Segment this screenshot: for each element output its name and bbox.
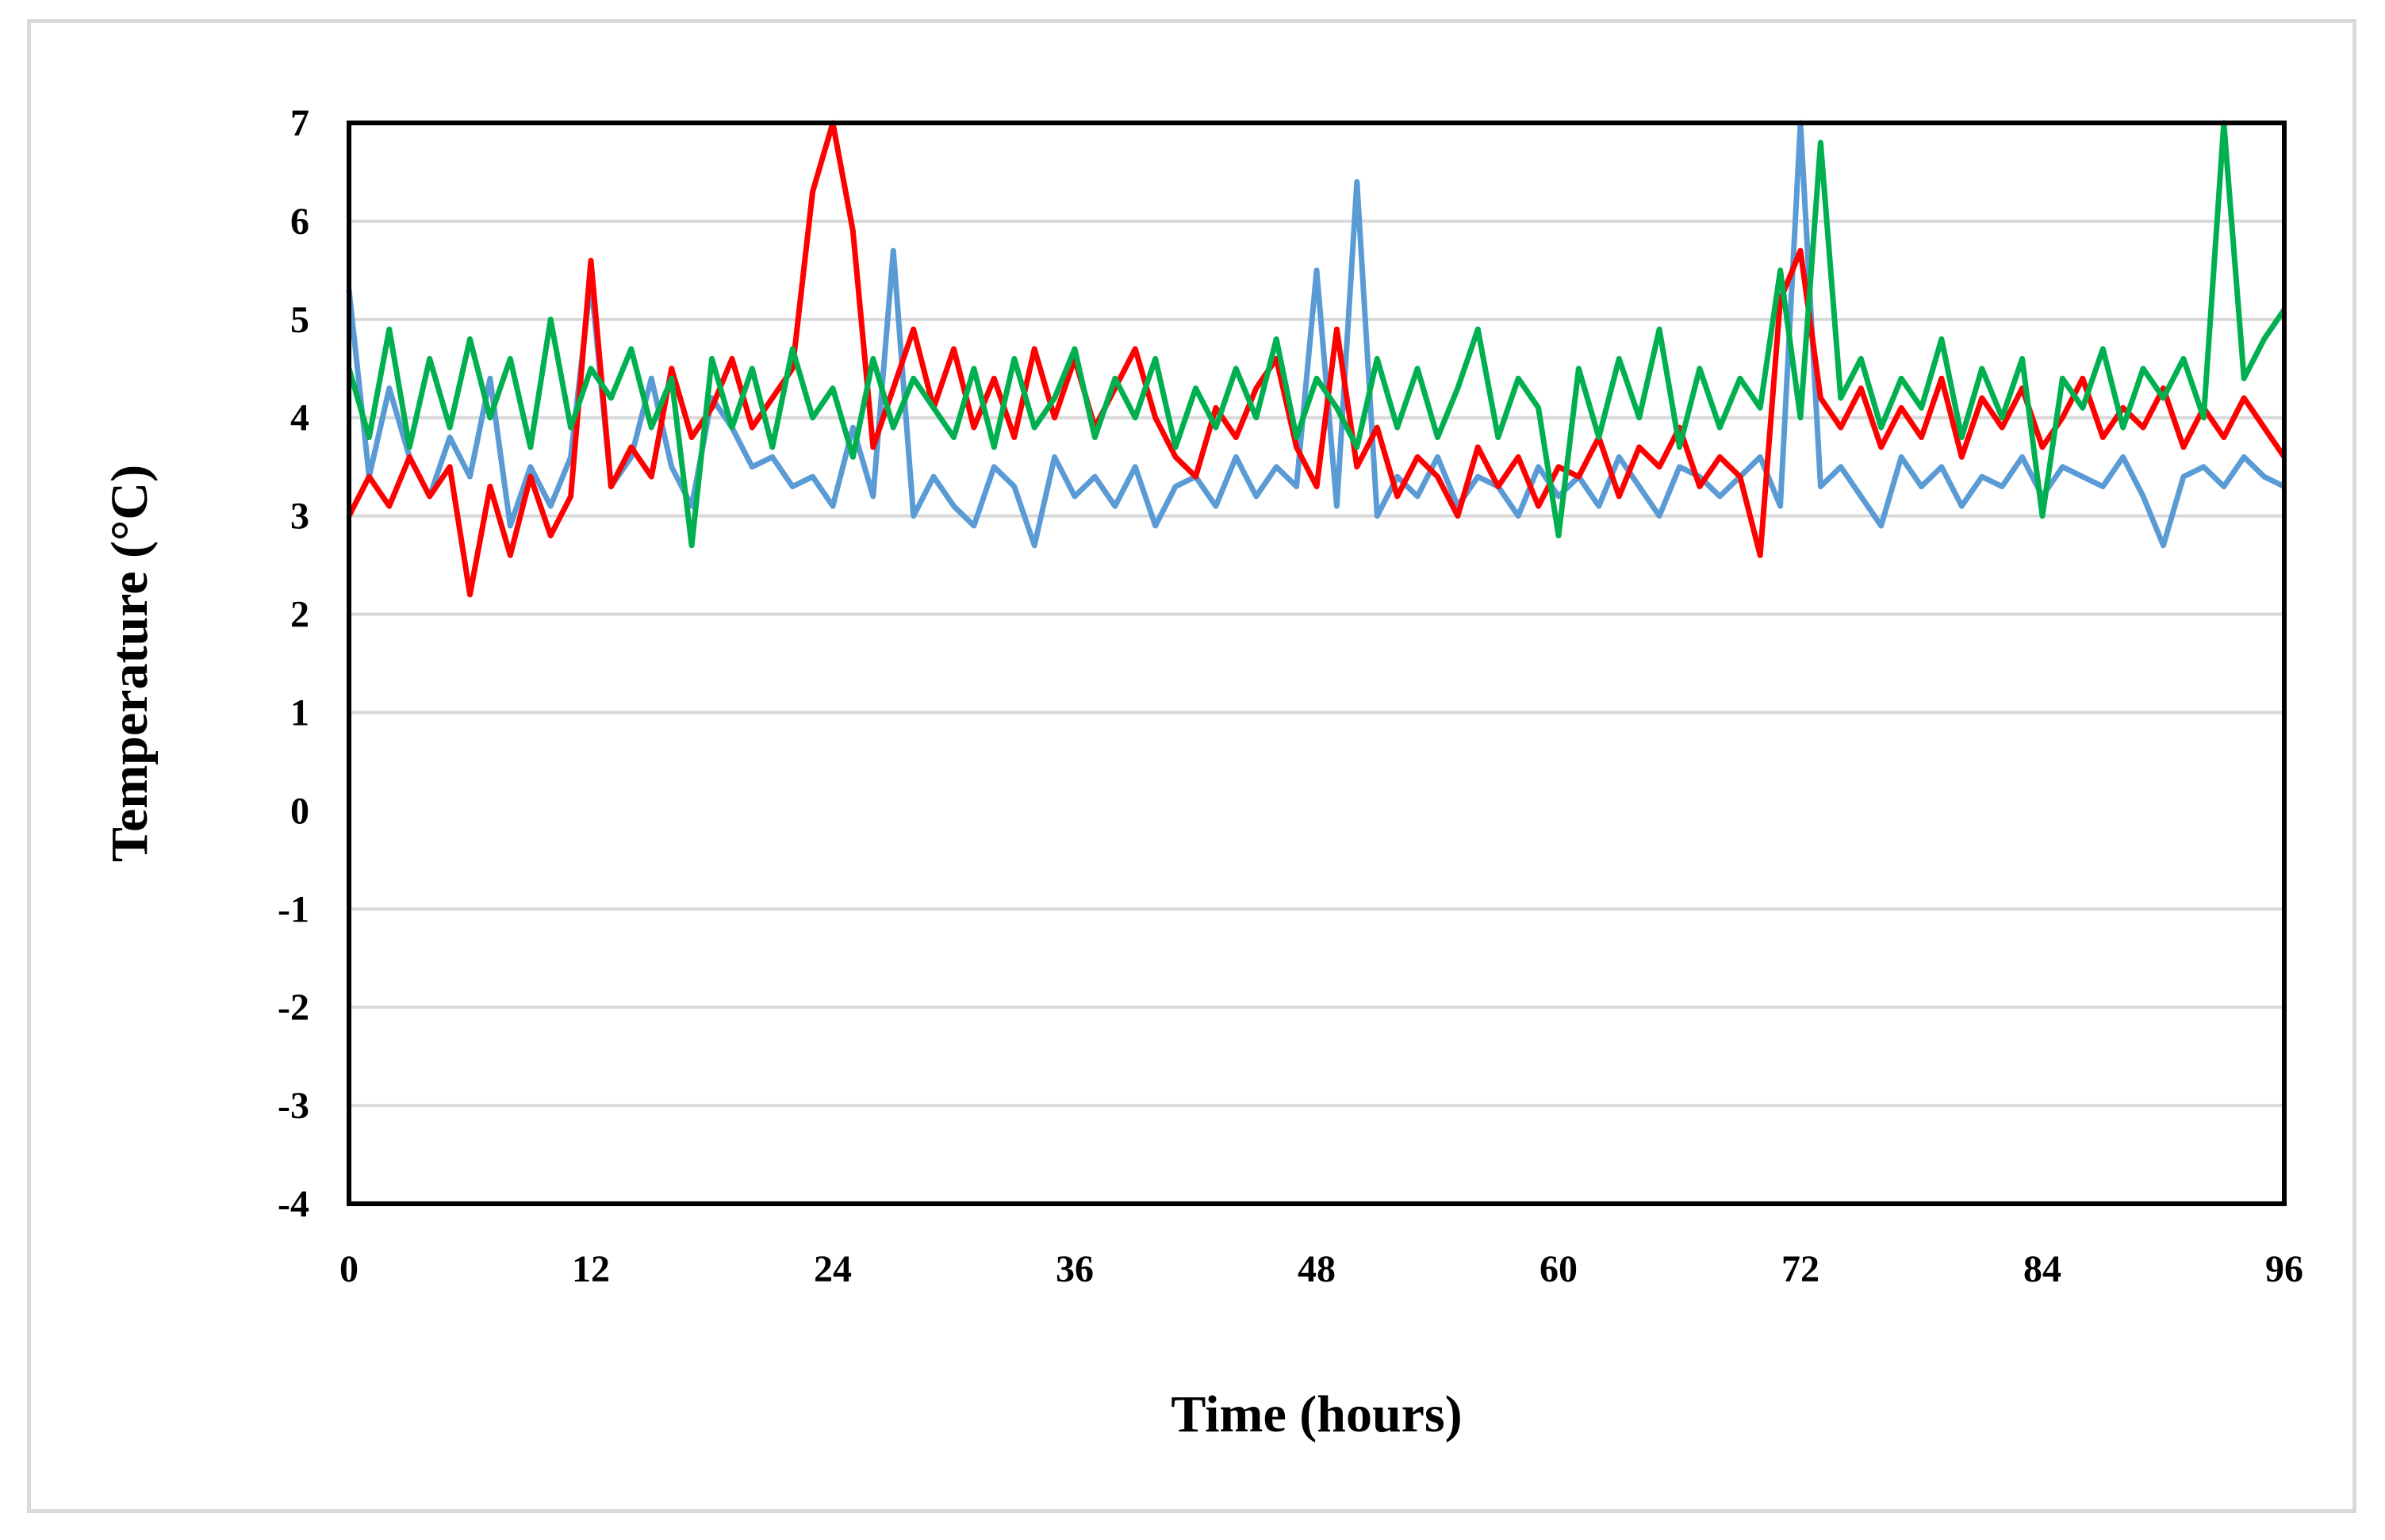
x-tick-label: 36 [1056,1248,1094,1290]
x-tick-label: 84 [2023,1248,2061,1290]
y-tick-label: 3 [290,496,309,538]
y-axis-ticks: 7 6 5 4 3 2 1 0 -1 -2 -3 -4 [278,102,309,1225]
x-axis-title: Time (hours) [1171,1385,1462,1443]
series-line-1 [346,120,2286,549]
x-tick-label: 72 [1781,1248,1819,1290]
chart-frame [27,19,2356,1513]
x-tick-label: 12 [572,1248,610,1290]
x-tick-label: 96 [2265,1248,2303,1290]
y-tick-label: -3 [278,1085,309,1127]
x-axis-ticks: 0 12 24 36 48 60 72 84 96 [339,1248,2303,1290]
y-tick-label: -1 [278,888,309,930]
y-tick-label: 7 [290,102,309,144]
series-line-3 [346,120,2287,549]
y-tick-label: 6 [290,201,309,243]
y-tick-label: 1 [290,691,309,734]
y-tick-label: 4 [290,397,309,439]
y-tick-label: 0 [290,790,309,832]
x-tick-label: 60 [1540,1248,1578,1290]
series-layer [346,120,2287,598]
x-tick-label: 24 [814,1248,852,1290]
y-axis-title: Temperature (°C) [101,465,159,862]
y-tick-label: 5 [290,299,309,341]
y-tick-label: -2 [278,986,309,1029]
plot-area-border [347,121,2287,1206]
y-tick-label: 2 [290,594,309,636]
x-tick-label: 0 [339,1248,359,1290]
x-tick-label: 48 [1298,1248,1336,1290]
y-tick-label: -4 [278,1183,309,1225]
series-line-2 [346,120,2287,598]
